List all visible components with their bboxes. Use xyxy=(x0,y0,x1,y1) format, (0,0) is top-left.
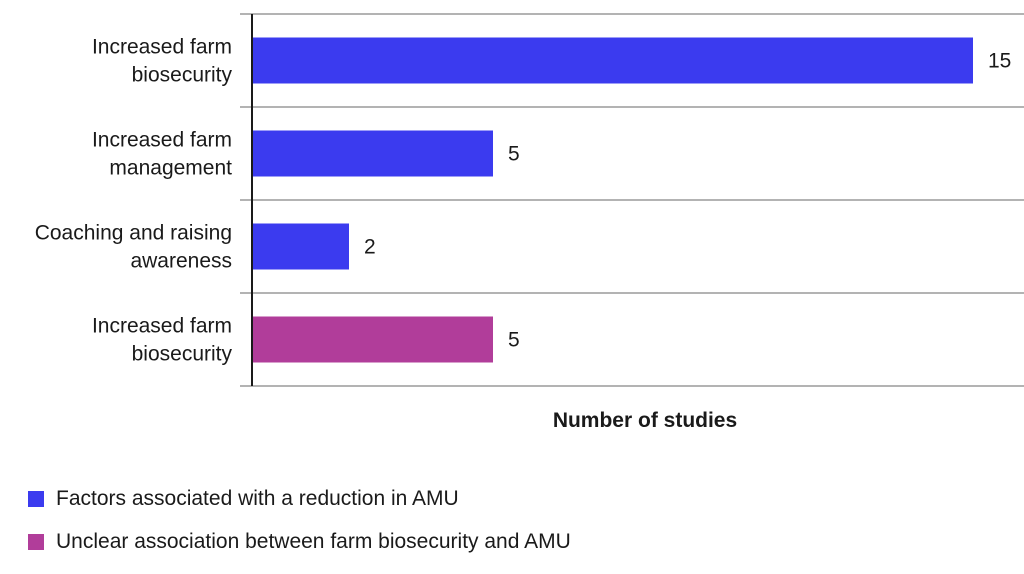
value-label-1: 15 xyxy=(988,50,1011,73)
category-label-line: Increased farm xyxy=(92,315,232,338)
category-label-line: Increased farm xyxy=(92,36,232,59)
legend-label-reduction: Factors associated with a reduction in A… xyxy=(56,487,459,510)
bars-group xyxy=(253,37,973,363)
legend-label-unclear: Unclear association between farm biosecu… xyxy=(56,530,571,553)
category-label-3: Coaching and raising awareness xyxy=(35,222,232,273)
bar-2 xyxy=(253,130,493,177)
legend-item-reduction: Factors associated with a reduction in A… xyxy=(28,487,571,510)
category-label-line: awareness xyxy=(130,250,232,273)
category-separators xyxy=(240,13,1024,387)
value-label-3: 2 xyxy=(364,236,376,259)
category-label-line: biosecurity xyxy=(132,343,233,366)
bar-3 xyxy=(253,223,349,270)
category-label-line: biosecurity xyxy=(132,64,233,87)
legend-swatch-reduction xyxy=(28,491,44,507)
legend-item-unclear: Unclear association between farm biosecu… xyxy=(28,530,571,553)
legend: Factors associated with a reduction in A… xyxy=(28,487,571,574)
category-label-line: Increased farm xyxy=(92,129,232,152)
value-labels-group: 15 5 2 5 xyxy=(364,50,1011,352)
legend-swatch-unclear xyxy=(28,534,44,550)
category-label-2: Increased farm management xyxy=(92,129,232,180)
value-label-4: 5 xyxy=(508,329,520,352)
bar-1 xyxy=(253,37,973,84)
value-label-2: 5 xyxy=(508,143,520,166)
category-label-line: management xyxy=(109,157,232,180)
category-label-line: Coaching and raising xyxy=(35,222,232,245)
category-labels-group: Increased farm biosecurity Increased farm m… xyxy=(35,36,233,366)
category-label-1: Increased farm biosecurity xyxy=(92,36,233,87)
bar-4 xyxy=(253,316,493,363)
x-axis-title: Number of studies xyxy=(553,409,737,432)
category-label-4: Increased farm biosecurity xyxy=(92,315,233,366)
